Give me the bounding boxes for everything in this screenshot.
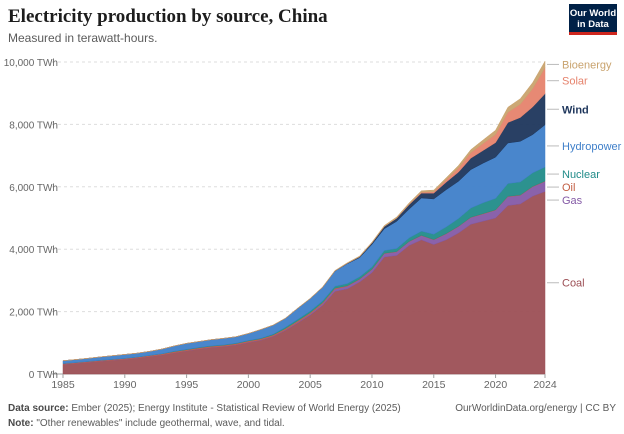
y-tick-label: 10,000 TWh bbox=[4, 58, 58, 69]
x-tick-label: 2024 bbox=[533, 379, 557, 391]
data-source-text[interactable]: Ember (2025); Energy Institute - Statist… bbox=[71, 403, 401, 414]
logo-line-1: Our World bbox=[569, 8, 617, 19]
owid-url[interactable]: OurWorldinData.org/energy | CC BY bbox=[455, 403, 616, 414]
owid-logo[interactable]: Our World in Data bbox=[569, 4, 617, 35]
y-tick-label: 0 TWh bbox=[29, 370, 58, 381]
legend-label-hydropower: Hydropower bbox=[562, 141, 622, 153]
y-tick-label: 8,000 TWh bbox=[9, 120, 58, 131]
legend-label-solar: Solar bbox=[562, 76, 588, 88]
y-tick-label: 4,000 TWh bbox=[9, 245, 58, 256]
legend-label-wind: Wind bbox=[562, 104, 589, 116]
footnote: Note: "Other renewables" include geother… bbox=[8, 418, 285, 429]
legend-label-nuclear: Nuclear bbox=[562, 169, 600, 181]
y-tick-label: 2,000 TWh bbox=[9, 308, 58, 319]
area-bioenergy bbox=[62, 60, 546, 361]
logo-line-2: in Data bbox=[577, 19, 609, 30]
chart-subtitle: Measured in terawatt-hours. bbox=[8, 31, 158, 45]
x-tick-label: 1990 bbox=[113, 379, 137, 391]
legend-label-gas: Gas bbox=[562, 195, 583, 207]
legend-label-bioenergy: Bioenergy bbox=[562, 59, 612, 71]
legend-label-oil: Oil bbox=[562, 182, 575, 194]
data-source-label: Data source: bbox=[8, 403, 69, 414]
x-tick-label: 1985 bbox=[51, 379, 75, 391]
x-tick-label: 2015 bbox=[422, 379, 446, 391]
legend-label-coal: Coal bbox=[562, 278, 585, 290]
x-tick-label: 2000 bbox=[237, 379, 261, 391]
footnote-label: Note: bbox=[8, 418, 34, 429]
x-tick-label: 2020 bbox=[484, 379, 508, 391]
chart-title: Electricity production by source, China bbox=[8, 6, 328, 27]
y-tick-label: 6,000 TWh bbox=[9, 183, 58, 194]
x-tick-label: 1995 bbox=[175, 379, 199, 391]
x-tick-label: 2010 bbox=[360, 379, 384, 391]
footnote-text: "Other renewables" include geothermal, w… bbox=[36, 418, 285, 429]
x-tick-label: 2005 bbox=[298, 379, 322, 391]
data-source: Data source: Ember (2025); Energy Instit… bbox=[8, 403, 401, 414]
